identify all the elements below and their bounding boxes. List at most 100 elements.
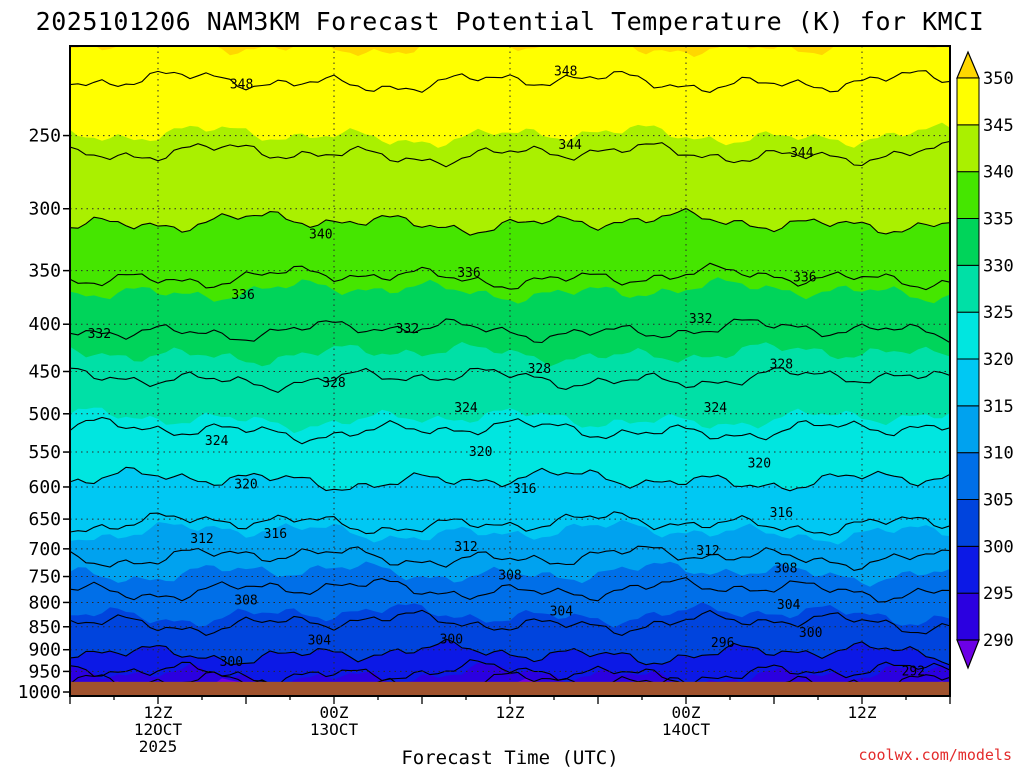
colorbar-segment <box>956 592 980 641</box>
colorbar-extend-top <box>956 50 980 79</box>
x-tick-label: 12OCT <box>134 720 183 739</box>
contour-label: 300 <box>220 655 243 670</box>
contour-label: 332 <box>689 312 712 327</box>
colorbar-label: 340 <box>983 163 1014 183</box>
contour-label: 344 <box>790 146 814 161</box>
contour-label: 316 <box>770 506 793 521</box>
colorbar-segment <box>956 218 980 266</box>
x-tick-label: 14OCT <box>662 720 711 739</box>
contour-label: 324 <box>205 434 229 449</box>
contour-label: 328 <box>770 357 793 372</box>
colorbar-segment <box>956 452 980 500</box>
contour-label: 304 <box>777 598 801 613</box>
colorbar-segment <box>956 311 980 360</box>
contour-label: 308 <box>774 561 797 576</box>
contour-328 <box>70 367 950 394</box>
x-tick-label: 12Z <box>848 703 877 722</box>
y-tick-label: 700 <box>28 539 61 560</box>
contour-label: 320 <box>234 477 257 492</box>
contour-label: 320 <box>748 457 771 472</box>
contour-label: 304 <box>550 604 574 619</box>
contour-labels: 348 348 344 344 340 336 336 336 332 332 332 328 328 3… <box>88 64 925 679</box>
colorbar-segment <box>956 499 980 547</box>
x-tick-label: 00Z <box>672 703 701 722</box>
contour-320 <box>70 466 950 492</box>
y-tick-label: 1000 <box>18 682 61 703</box>
colorbar-segment <box>956 264 980 313</box>
contour-label: 292 <box>902 664 925 679</box>
colorbar-segment <box>956 124 980 173</box>
contour-label: 296 <box>711 636 734 651</box>
contour-label: 348 <box>554 64 577 79</box>
colorbar: 290 295 300 305 310 315 320 325 330 335 340 345 350 <box>956 50 1014 670</box>
contour-label: 308 <box>234 593 257 608</box>
contour-label: 320 <box>469 445 492 460</box>
contour-label: 328 <box>322 376 345 391</box>
contour-label: 300 <box>440 632 463 647</box>
colorbar-label: 290 <box>983 631 1014 651</box>
contour-label: 336 <box>231 288 254 303</box>
contour-296 <box>70 659 950 687</box>
x-tick-label: 12Z <box>496 703 525 722</box>
contour-label: 332 <box>88 327 111 342</box>
y-tick-label: 400 <box>28 314 61 335</box>
y-tick-label: 750 <box>28 567 61 588</box>
colorbar-label: 345 <box>983 116 1014 136</box>
colorbar-segment <box>956 405 980 454</box>
x-tick-label: 00Z <box>320 703 349 722</box>
contour-300 <box>70 638 950 666</box>
y-tick-label: 650 <box>28 509 61 530</box>
contour-label: 336 <box>457 266 480 281</box>
contour-label: 312 <box>190 532 213 547</box>
colorbar-label: 310 <box>983 444 1014 464</box>
contour-label: 316 <box>264 527 287 542</box>
colorbar-label: 325 <box>983 303 1014 323</box>
colorbar-segment <box>956 545 980 594</box>
y-tick-label: 500 <box>28 404 61 425</box>
contour-308 <box>70 577 950 603</box>
y-tick-label: 450 <box>28 361 61 382</box>
colorbar-segment <box>956 77 980 126</box>
y-tick-label: 600 <box>28 477 61 498</box>
contour-label: 348 <box>230 77 253 92</box>
contour-340 <box>70 207 950 236</box>
credit-link[interactable]: coolwx.com/models <box>858 746 1012 764</box>
y-tick-label: 350 <box>28 261 61 282</box>
y-tick-label: 850 <box>28 617 61 638</box>
contour-label: 324 <box>704 401 728 416</box>
contour-label: 344 <box>558 138 582 153</box>
colorbar-label: 330 <box>983 256 1014 276</box>
y-tick-label: 950 <box>28 661 61 682</box>
contour-label: 340 <box>309 228 332 243</box>
y-tick-label: 800 <box>28 592 61 613</box>
colorbar-segment <box>956 358 980 407</box>
contour-label: 324 <box>454 401 478 416</box>
x-axis-title: Forecast Time (UTC) <box>401 747 618 768</box>
contour-label: 304 <box>308 634 332 649</box>
colorbar-label: 320 <box>983 350 1014 370</box>
ground-fill <box>70 681 950 696</box>
x-tick-label: 13OCT <box>310 720 359 739</box>
grid-lines <box>70 46 950 696</box>
contour-label: 300 <box>799 626 822 641</box>
contour-label: 308 <box>498 568 521 583</box>
contour-316 <box>70 511 950 536</box>
contour-label: 312 <box>454 540 477 555</box>
x-tick-label: 2025 <box>139 737 178 756</box>
y-tick-label: 900 <box>28 640 61 661</box>
contour-label: 312 <box>696 544 719 559</box>
colorbar-label: 315 <box>983 397 1014 417</box>
y-tick-label: 550 <box>28 442 61 463</box>
chart-title: 2025101206 NAM3KM Forecast Potential Tem… <box>36 7 985 36</box>
colorbar-segment <box>956 171 980 220</box>
colorbar-label: 350 <box>983 69 1014 89</box>
x-tick-label: 12Z <box>144 703 173 722</box>
contour-label: 336 <box>793 270 816 285</box>
y-axis: 2503003504004505005506006507007508008509… <box>18 126 70 703</box>
colorbar-label: 300 <box>983 537 1014 557</box>
colorbar-label: 295 <box>983 584 1014 604</box>
colorbar-label: 335 <box>983 210 1014 230</box>
y-tick-label: 300 <box>28 199 61 220</box>
